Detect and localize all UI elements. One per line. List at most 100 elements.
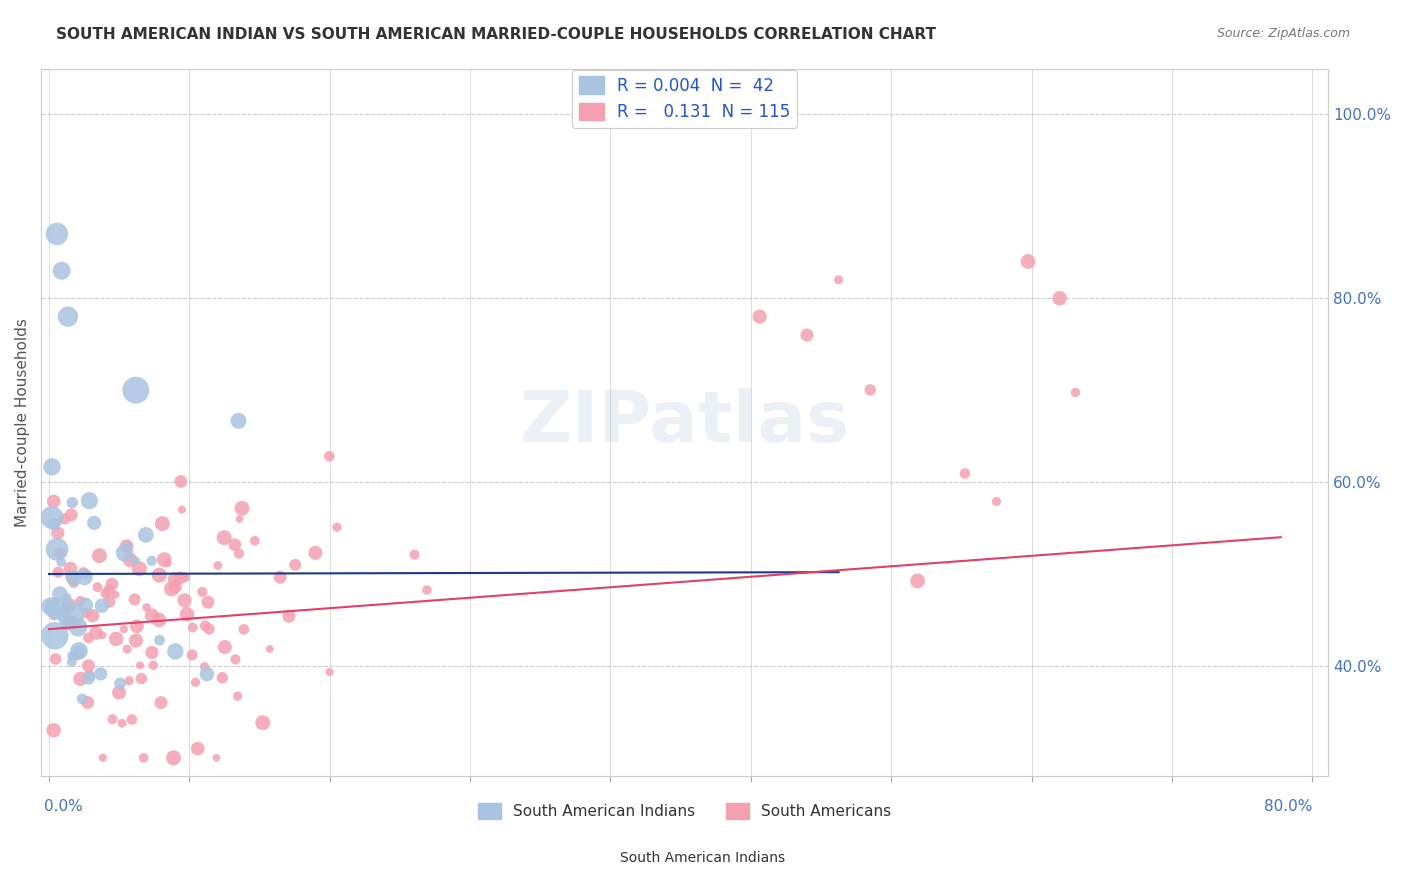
Point	[252, 715, 274, 730]
Text: 80.0%: 80.0%	[1264, 799, 1312, 814]
Point	[41, 459, 63, 474]
Point	[115, 540, 138, 554]
Point	[269, 570, 291, 584]
Point	[125, 619, 148, 633]
Point	[141, 554, 163, 568]
Point	[214, 640, 236, 654]
Point	[205, 751, 228, 765]
Point	[42, 723, 65, 738]
Text: Source: ZipAtlas.com: Source: ZipAtlas.com	[1216, 27, 1350, 40]
Point	[181, 648, 204, 662]
Point	[49, 587, 72, 601]
Point	[404, 548, 426, 562]
Point	[207, 558, 229, 573]
Y-axis label: Married-couple Households: Married-couple Households	[15, 318, 30, 527]
Point	[1049, 291, 1071, 305]
Point	[187, 741, 209, 756]
Text: 0.0%: 0.0%	[44, 799, 83, 814]
Point	[59, 561, 82, 575]
Point	[108, 685, 131, 699]
Point	[181, 620, 204, 634]
Point	[211, 671, 233, 685]
Point	[72, 566, 94, 580]
Point	[65, 648, 87, 662]
Point	[150, 696, 173, 710]
Point	[165, 644, 187, 658]
Point	[176, 607, 198, 622]
Point	[111, 716, 134, 731]
Point	[94, 586, 117, 600]
Point	[135, 528, 157, 542]
Point	[79, 493, 101, 508]
Point	[46, 526, 69, 541]
Point	[148, 633, 170, 648]
Point	[77, 658, 100, 673]
Point	[228, 414, 250, 428]
Point	[45, 652, 67, 666]
Point	[76, 606, 98, 620]
Point	[165, 580, 187, 594]
Point	[120, 553, 142, 567]
Point	[53, 512, 76, 526]
Point	[60, 508, 83, 522]
Point	[117, 539, 139, 553]
Point	[82, 608, 104, 623]
Point	[41, 510, 63, 524]
Point	[67, 645, 90, 659]
Point	[129, 658, 152, 673]
Point	[191, 585, 214, 599]
Point	[91, 751, 114, 765]
Point	[98, 594, 121, 608]
Point	[125, 383, 148, 397]
Point	[104, 588, 127, 602]
Point	[76, 696, 98, 710]
Point	[46, 542, 69, 557]
Point	[49, 546, 72, 560]
Point	[174, 570, 197, 584]
Point	[827, 273, 849, 287]
Point	[118, 673, 141, 688]
Point	[52, 607, 75, 622]
Point	[69, 672, 91, 686]
Point	[67, 644, 90, 658]
Point	[148, 613, 170, 627]
Point	[160, 582, 183, 596]
Point	[75, 567, 97, 582]
Point	[132, 751, 155, 765]
Point	[105, 632, 128, 646]
Point	[75, 598, 97, 612]
Point	[89, 549, 111, 563]
Point	[169, 571, 191, 585]
Point	[163, 572, 186, 586]
Point	[125, 554, 148, 568]
Point	[63, 575, 86, 590]
Point	[73, 570, 96, 584]
Point	[45, 601, 67, 615]
Point	[60, 495, 83, 509]
Point	[1064, 385, 1087, 400]
Text: SOUTH AMERICAN INDIAN VS SOUTH AMERICAN MARRIED-COUPLE HOUSEHOLDS CORRELATION CH: SOUTH AMERICAN INDIAN VS SOUTH AMERICAN …	[56, 27, 936, 42]
Point	[194, 660, 217, 674]
Point	[56, 310, 79, 324]
Point	[197, 595, 219, 609]
Point	[326, 520, 349, 534]
Point	[195, 667, 218, 681]
Point	[194, 619, 217, 633]
Point	[796, 328, 818, 343]
Point	[226, 689, 249, 703]
Point	[42, 517, 65, 532]
Point	[77, 671, 100, 685]
Point	[98, 583, 121, 598]
Point	[318, 449, 340, 463]
Point	[101, 577, 124, 591]
Point	[859, 383, 882, 397]
Point	[318, 665, 340, 679]
Point	[156, 556, 179, 570]
Point	[228, 547, 250, 561]
Point	[135, 600, 157, 615]
Text: ZIPatlas: ZIPatlas	[520, 388, 849, 457]
Point	[69, 594, 91, 608]
Point	[142, 658, 165, 673]
Point	[42, 494, 65, 508]
Point	[114, 546, 136, 560]
